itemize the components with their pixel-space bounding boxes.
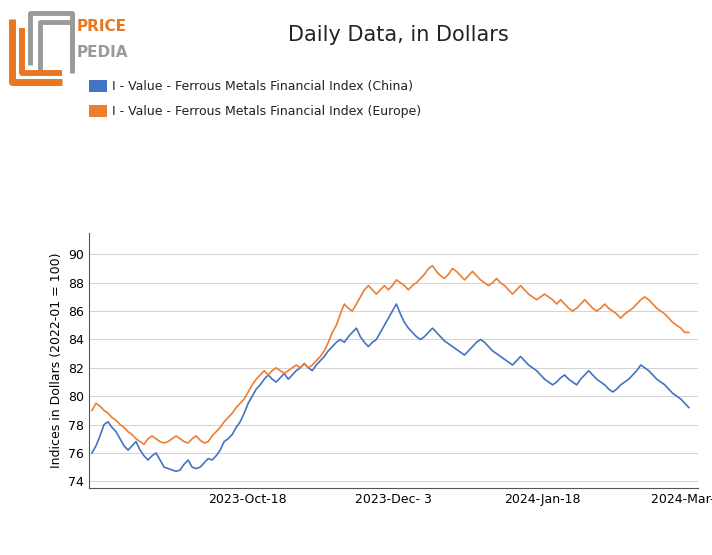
Y-axis label: Indices in Dollars (2022-01 = 100): Indices in Dollars (2022-01 = 100) (50, 253, 63, 468)
Text: PEDIA: PEDIA (77, 46, 128, 60)
Text: I - Value - Ferrous Metals Financial Index (Europe): I - Value - Ferrous Metals Financial Ind… (112, 104, 422, 118)
Text: I - Value - Ferrous Metals Financial Index (China): I - Value - Ferrous Metals Financial Ind… (112, 79, 414, 93)
Text: PRICE: PRICE (77, 19, 127, 34)
Text: Daily Data, in Dollars: Daily Data, in Dollars (288, 25, 509, 45)
